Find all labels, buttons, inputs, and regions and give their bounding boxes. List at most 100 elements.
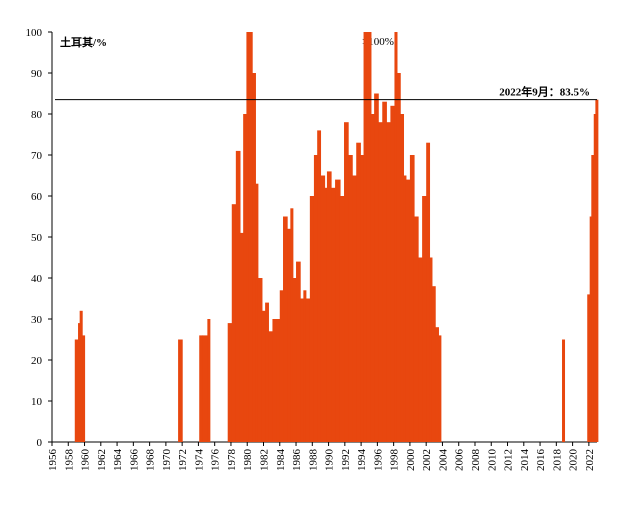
x-tick-label: 1980	[242, 449, 254, 472]
bar	[429, 257, 433, 442]
y-tick-label: 20	[31, 355, 43, 367]
x-tick-label: 2010	[486, 449, 498, 472]
x-tick-label: 2008	[470, 449, 482, 472]
bar	[207, 319, 211, 442]
bar	[287, 228, 291, 442]
bar	[595, 99, 599, 443]
bar	[272, 319, 278, 442]
bar	[227, 323, 233, 442]
x-tick-label: 1976	[210, 449, 222, 472]
x-tick-label: 1970	[161, 449, 173, 472]
bar	[339, 196, 345, 442]
bar	[378, 122, 383, 442]
x-tick-label: 1962	[96, 449, 108, 471]
bar	[326, 171, 332, 442]
bar	[276, 319, 281, 442]
x-tick-label: 1956	[47, 449, 59, 472]
y-tick-label: 90	[31, 68, 43, 80]
bar	[435, 327, 439, 442]
bar	[422, 196, 427, 442]
bar	[366, 32, 372, 442]
bar	[344, 122, 349, 442]
y-tick-label: 100	[26, 27, 43, 39]
x-tick-label: 1986	[291, 449, 303, 472]
bar	[79, 310, 83, 442]
bar	[593, 114, 596, 442]
reference-label: 2022年9月：83.5%	[499, 85, 590, 99]
bar	[413, 216, 419, 442]
x-tick-label: 1974	[193, 449, 205, 472]
bar	[309, 196, 315, 442]
x-tick-label: 1992	[340, 449, 352, 471]
x-tick-label: 1978	[226, 449, 238, 472]
bar	[386, 122, 391, 442]
bar	[431, 286, 436, 442]
bar	[296, 261, 301, 442]
bar	[396, 73, 401, 442]
x-tick-label: 1996	[372, 449, 384, 472]
x-tick-label: 1982	[258, 449, 270, 471]
x-tick-label: 1990	[324, 449, 336, 472]
x-tick-label: 2002	[421, 449, 433, 471]
bar	[257, 278, 263, 442]
x-tick-label: 2012	[503, 449, 515, 471]
x-tick-label: 1988	[307, 449, 319, 472]
bar	[252, 73, 256, 442]
bar	[394, 32, 398, 442]
y-tick-label: 0	[37, 437, 43, 449]
bar	[279, 290, 284, 442]
x-tick-label: 1958	[63, 449, 75, 472]
bar	[374, 93, 379, 442]
bar	[360, 155, 365, 442]
bar	[320, 175, 326, 442]
x-tick-label: 2020	[568, 449, 580, 472]
bar	[370, 114, 375, 442]
bar	[239, 232, 244, 442]
x-tick-label: 1972	[177, 449, 189, 471]
y-tick-label: 30	[31, 314, 43, 326]
x-tick-label: 1964	[112, 449, 124, 472]
bar	[178, 339, 181, 442]
bar	[179, 339, 183, 442]
x-tick-label: 2016	[535, 449, 547, 472]
bar	[356, 142, 361, 442]
x-tick-label: 1998	[389, 449, 401, 472]
bar	[348, 155, 353, 442]
x-tick-label: 2004	[437, 449, 449, 472]
y-axis-label: 土耳其/%	[60, 35, 107, 49]
x-tick-label: 2000	[405, 449, 417, 472]
bar	[562, 339, 566, 442]
bar	[324, 187, 328, 442]
bar	[438, 335, 442, 442]
bar	[589, 216, 592, 442]
y-tick-label: 10	[31, 396, 43, 408]
bar	[313, 155, 318, 442]
bar	[243, 114, 248, 442]
bar	[283, 216, 288, 442]
bar	[78, 323, 81, 442]
bar	[303, 290, 307, 442]
y-tick-label: 60	[31, 191, 43, 203]
bar	[231, 204, 237, 442]
bar	[265, 302, 269, 442]
bar	[202, 335, 208, 442]
bar	[305, 298, 311, 442]
x-tick-label: 2014	[519, 449, 531, 472]
bar	[363, 32, 368, 442]
x-tick-label: 1966	[128, 449, 140, 472]
x-tick-label: 2022	[584, 449, 596, 471]
y-tick-label: 50	[31, 232, 43, 244]
bar	[409, 155, 415, 442]
bar	[255, 183, 259, 442]
x-tick-label: 1968	[145, 449, 157, 472]
bar	[352, 175, 357, 442]
x-tick-label: 1960	[80, 449, 92, 472]
bar	[405, 179, 411, 442]
bar	[261, 310, 266, 442]
y-tick-label: 70	[31, 150, 43, 162]
bar	[382, 101, 387, 442]
y-tick-label: 40	[31, 273, 43, 285]
bar	[246, 32, 250, 442]
bar	[331, 187, 336, 442]
